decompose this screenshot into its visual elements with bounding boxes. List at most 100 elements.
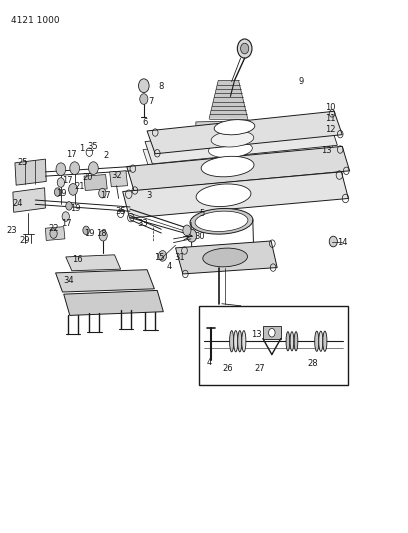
Text: 4: 4 bbox=[206, 358, 211, 367]
Circle shape bbox=[237, 39, 252, 58]
Text: 9: 9 bbox=[299, 77, 304, 86]
Text: 21: 21 bbox=[74, 182, 84, 191]
Ellipse shape bbox=[203, 248, 248, 267]
Polygon shape bbox=[66, 255, 121, 271]
Circle shape bbox=[241, 43, 249, 54]
Circle shape bbox=[54, 188, 61, 196]
Text: 15: 15 bbox=[154, 254, 164, 262]
Polygon shape bbox=[127, 147, 350, 191]
Polygon shape bbox=[64, 290, 163, 316]
Text: 29: 29 bbox=[19, 237, 29, 246]
Text: 34: 34 bbox=[64, 276, 74, 285]
Text: 4121 1000: 4121 1000 bbox=[11, 15, 60, 25]
Text: 17: 17 bbox=[67, 150, 77, 159]
Polygon shape bbox=[55, 270, 154, 292]
Text: 26: 26 bbox=[222, 364, 233, 373]
Ellipse shape bbox=[208, 141, 253, 158]
Circle shape bbox=[140, 94, 148, 104]
Polygon shape bbox=[209, 80, 248, 119]
Circle shape bbox=[83, 226, 89, 235]
Text: 17: 17 bbox=[62, 176, 73, 185]
Text: 11: 11 bbox=[325, 114, 335, 123]
Ellipse shape bbox=[214, 119, 255, 135]
Ellipse shape bbox=[290, 332, 294, 351]
Text: 16: 16 bbox=[72, 255, 82, 264]
Polygon shape bbox=[84, 174, 107, 190]
Polygon shape bbox=[13, 188, 45, 212]
Ellipse shape bbox=[319, 331, 323, 351]
Polygon shape bbox=[45, 227, 65, 240]
Text: 17: 17 bbox=[100, 191, 111, 200]
Ellipse shape bbox=[323, 331, 327, 351]
Ellipse shape bbox=[195, 211, 248, 231]
Ellipse shape bbox=[294, 332, 298, 351]
Text: 22: 22 bbox=[48, 224, 59, 233]
Circle shape bbox=[89, 162, 98, 174]
Circle shape bbox=[69, 183, 78, 195]
Circle shape bbox=[50, 229, 57, 238]
Ellipse shape bbox=[190, 208, 253, 234]
Ellipse shape bbox=[238, 330, 242, 352]
Text: 4: 4 bbox=[167, 262, 172, 271]
Text: 13: 13 bbox=[321, 146, 331, 155]
Circle shape bbox=[56, 163, 66, 175]
Circle shape bbox=[329, 236, 337, 247]
Polygon shape bbox=[196, 120, 269, 130]
Text: 3: 3 bbox=[146, 191, 152, 200]
Circle shape bbox=[158, 251, 166, 261]
Text: 19: 19 bbox=[70, 204, 80, 213]
Polygon shape bbox=[147, 111, 342, 154]
Text: 31: 31 bbox=[174, 254, 185, 262]
Text: 7: 7 bbox=[149, 97, 154, 106]
Text: 8: 8 bbox=[159, 82, 164, 91]
Circle shape bbox=[99, 188, 106, 198]
Circle shape bbox=[62, 212, 69, 221]
Text: 24: 24 bbox=[13, 199, 23, 208]
Text: 28: 28 bbox=[308, 359, 318, 368]
Circle shape bbox=[139, 79, 149, 93]
Polygon shape bbox=[263, 326, 281, 338]
Text: 19: 19 bbox=[84, 229, 95, 238]
Polygon shape bbox=[15, 159, 46, 185]
Ellipse shape bbox=[196, 184, 251, 207]
Text: 6: 6 bbox=[142, 118, 148, 127]
Text: 1: 1 bbox=[80, 144, 84, 153]
Circle shape bbox=[57, 177, 64, 187]
Ellipse shape bbox=[201, 156, 254, 177]
Circle shape bbox=[268, 328, 275, 337]
Text: 14: 14 bbox=[337, 238, 348, 247]
Text: 27: 27 bbox=[255, 364, 266, 373]
Text: 23: 23 bbox=[7, 226, 18, 235]
Polygon shape bbox=[110, 171, 128, 187]
Polygon shape bbox=[143, 133, 335, 172]
Polygon shape bbox=[145, 123, 337, 164]
Circle shape bbox=[187, 229, 197, 242]
Polygon shape bbox=[175, 241, 277, 274]
Text: 35: 35 bbox=[115, 207, 126, 216]
Circle shape bbox=[70, 162, 80, 174]
Text: 33: 33 bbox=[137, 220, 149, 229]
Text: 17: 17 bbox=[61, 220, 72, 229]
Text: 25: 25 bbox=[18, 158, 28, 167]
Text: 2: 2 bbox=[104, 151, 109, 160]
Text: 20: 20 bbox=[83, 173, 93, 182]
Circle shape bbox=[183, 225, 191, 236]
Ellipse shape bbox=[315, 331, 319, 351]
Ellipse shape bbox=[286, 332, 290, 351]
Text: 32: 32 bbox=[111, 171, 122, 180]
Text: 5: 5 bbox=[200, 209, 204, 218]
Text: 10: 10 bbox=[325, 102, 335, 111]
Ellipse shape bbox=[234, 330, 238, 352]
Text: 30: 30 bbox=[195, 232, 205, 241]
Text: 13: 13 bbox=[251, 330, 262, 339]
Ellipse shape bbox=[211, 131, 254, 147]
Text: 35: 35 bbox=[87, 142, 98, 151]
Text: 19: 19 bbox=[55, 189, 66, 198]
Ellipse shape bbox=[242, 330, 246, 352]
Polygon shape bbox=[123, 172, 348, 218]
Bar bbox=[199, 306, 348, 384]
Circle shape bbox=[66, 201, 72, 210]
Circle shape bbox=[99, 230, 107, 241]
Text: 12: 12 bbox=[325, 125, 335, 134]
Ellipse shape bbox=[230, 330, 234, 352]
